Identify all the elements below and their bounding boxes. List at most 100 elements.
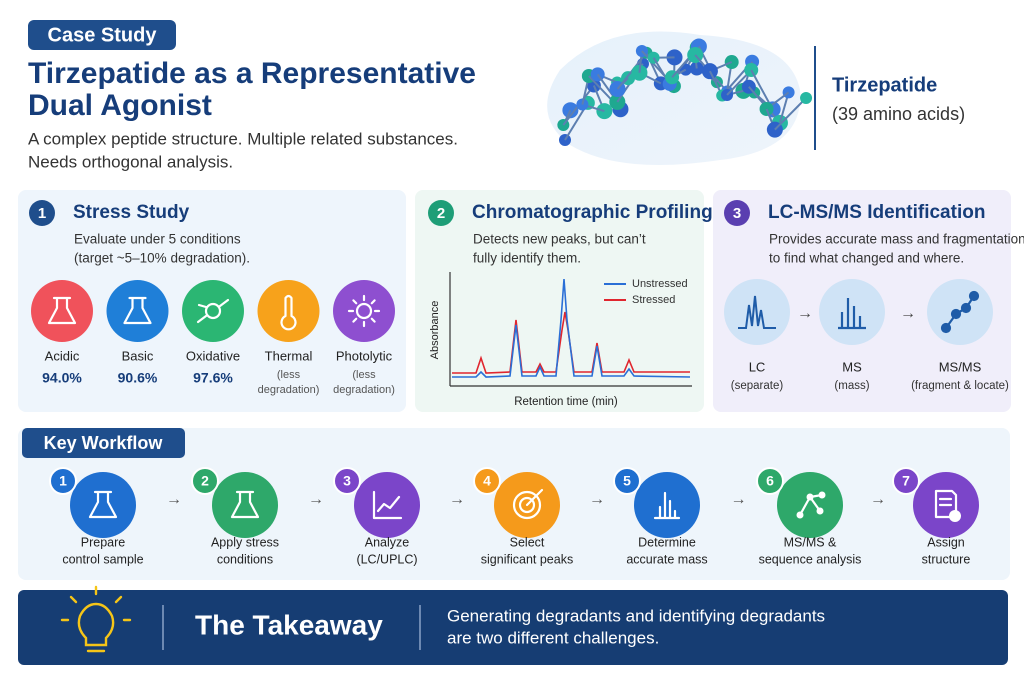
step-number-bg	[724, 200, 750, 226]
bulb-icon	[60, 585, 132, 653]
workflow-label: sequence analysis	[759, 552, 862, 566]
lcms-step-label: LC	[749, 359, 766, 374]
arrow: →	[731, 491, 747, 508]
y-axis-label: Absorbance	[429, 301, 441, 360]
step-number-bg	[29, 200, 55, 226]
takeaway-text: Generating degradants and identifying de…	[447, 606, 825, 625]
workflow-number: 4	[483, 473, 491, 489]
workflow-number-bg	[756, 467, 784, 495]
workflow-title: Key Workflow	[44, 433, 164, 453]
workflow-label: Determine	[638, 535, 696, 549]
workflow-icon-bg	[70, 472, 136, 538]
panel-title: LC-MS/MS Identification	[768, 202, 985, 223]
takeaway-title: The Takeaway	[195, 609, 383, 640]
panel-description: to find what changed and where.	[769, 251, 964, 266]
icon	[653, 491, 681, 520]
bond	[774, 97, 807, 131]
description: A complex peptide structure. Multiple re…	[28, 129, 458, 148]
arrow: →	[589, 491, 605, 508]
badge-text: Case Study	[48, 24, 158, 46]
condition-icon-bg	[333, 280, 395, 342]
molecule-name: Tirzepatide	[832, 74, 937, 96]
takeaway-text: are two different challenges.	[447, 628, 659, 647]
svg-text:→: →	[797, 305, 813, 322]
workflow-label: MS/MS &	[784, 535, 837, 549]
chromatogram	[449, 272, 692, 387]
lcms-icons: → →	[724, 279, 993, 345]
workflow-number-bg	[473, 467, 501, 495]
workflow-label: control sample	[62, 552, 143, 566]
workflow-label: Assign	[927, 535, 965, 549]
workflow-icons	[70, 472, 979, 538]
panel-description: Detects new peaks, but can’t	[473, 232, 646, 247]
step-number: 3	[733, 205, 741, 222]
workflow-number-bg	[191, 467, 219, 495]
icon	[88, 490, 118, 519]
condition-icon-bg	[257, 280, 320, 342]
panel-description: Provides accurate mass and fragmentation	[769, 232, 1024, 247]
takeaway-bar	[18, 590, 1008, 665]
lcms-step-label: MS	[842, 359, 862, 374]
workflow-label: Apply stress	[211, 535, 279, 549]
icon	[355, 302, 373, 320]
legend-label: Stressed	[632, 294, 675, 306]
icon	[372, 490, 403, 520]
workflow-label: Select	[510, 535, 545, 549]
icon	[196, 298, 230, 324]
step-number-bg	[428, 200, 454, 226]
panel-description: Evaluate under 5 conditions	[74, 232, 241, 247]
workflow-number-bg	[892, 467, 920, 495]
molecule-detail: (39 amino acids)	[832, 104, 965, 124]
lcms-step-note: (separate)	[731, 380, 784, 392]
icon	[518, 496, 536, 514]
icon	[816, 507, 824, 515]
icon	[47, 296, 77, 325]
icon	[949, 510, 961, 522]
arrow: →	[449, 491, 465, 508]
icon	[806, 493, 814, 501]
condition-label: Thermal	[265, 348, 313, 363]
condition-label: Oxidative	[186, 348, 240, 363]
description: Needs orthogonal analysis.	[28, 152, 233, 171]
condition-note: degradation)	[258, 384, 320, 396]
workflow-label: significant peaks	[481, 552, 573, 566]
panel-description: fully identify them.	[473, 251, 581, 266]
arrow: →	[308, 491, 324, 508]
condition-note: (less	[352, 369, 376, 381]
icon	[204, 302, 222, 320]
workflow-icon-bg	[212, 472, 278, 538]
condition-label: Basic	[122, 348, 154, 363]
panel-description: (target ~5–10% degradation).	[74, 251, 250, 266]
workflow-number: 6	[766, 473, 774, 489]
svg-text:→: →	[900, 305, 916, 322]
condition-icon-bg	[106, 280, 169, 342]
workflow-label: (LC/UPLC)	[356, 552, 417, 566]
icon	[347, 294, 381, 328]
lcms-step-note: (fragment & locate)	[911, 380, 1009, 392]
condition-icon-bg	[31, 280, 93, 342]
workflow-number: 2	[201, 473, 209, 489]
workflow-number: 5	[623, 473, 631, 489]
condition-label: Photolytic	[336, 348, 393, 363]
badge-bg	[28, 20, 176, 50]
condition-label: Acidic	[45, 348, 80, 363]
workflow-number: 3	[343, 473, 351, 489]
workflow-label: accurate mass	[626, 552, 707, 566]
icon	[123, 296, 152, 325]
step-number: 2	[437, 205, 445, 222]
lcms-step-label: MS/MS	[939, 359, 982, 374]
icon	[796, 511, 804, 519]
workflow-label: conditions	[217, 552, 273, 566]
workflow-label: Prepare	[81, 535, 126, 549]
condition-note: degradation)	[333, 384, 395, 396]
legend-label: Unstressed	[632, 278, 688, 290]
workflow-badge-bg	[22, 428, 185, 458]
condition-icon-bg	[182, 280, 244, 342]
workflow-label: structure	[922, 552, 971, 566]
panel-title: Stress Study	[73, 202, 190, 223]
title: Tirzepatide as a Representative	[28, 57, 476, 90]
step-number: 1	[38, 205, 46, 222]
molecule-illustration	[557, 38, 813, 146]
icon	[280, 294, 297, 331]
workflow-icon-bg	[634, 472, 700, 538]
